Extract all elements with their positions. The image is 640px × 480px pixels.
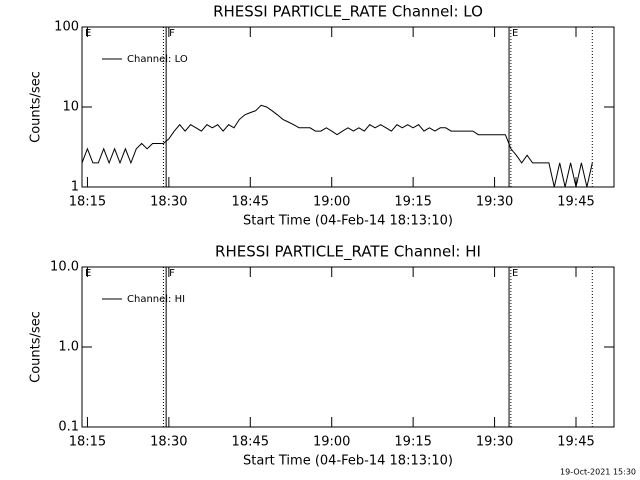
- flag-label: E: [85, 268, 91, 279]
- flag-label: E: [512, 28, 518, 39]
- legend-label: Channel: LO: [127, 54, 188, 65]
- y-tick-label: 10.0: [50, 260, 79, 275]
- x-tick-label: 18:45: [232, 435, 269, 450]
- x-tick-label: 19:00: [313, 195, 350, 210]
- x-tick-label: 19:45: [557, 435, 594, 450]
- y-axis-label: Counts/sec: [29, 311, 44, 383]
- y-tick-label: 0.1: [58, 420, 79, 435]
- flag-label: E: [85, 28, 91, 39]
- data-line: [81, 104, 593, 188]
- y-axis-label: Counts/sec: [29, 71, 44, 143]
- x-tick-label: 18:15: [69, 435, 106, 450]
- x-tick-label: 19:15: [394, 435, 431, 450]
- x-tick-label: 18:15: [69, 195, 106, 210]
- flag-label: F: [169, 28, 175, 39]
- legend-label: Channel: HI: [127, 294, 185, 305]
- chart-title: RHESSI PARTICLE_RATE Channel: HI: [215, 243, 481, 262]
- chart-title: RHESSI PARTICLE_RATE Channel: LO: [213, 3, 483, 22]
- y-tick-label: 10: [62, 100, 79, 115]
- timestamp: 19-Oct-2021 15:30: [560, 468, 636, 477]
- y-tick-label: 1.0: [58, 340, 79, 355]
- flag-label: E: [512, 268, 518, 279]
- x-tick-label: 19:30: [476, 195, 513, 210]
- x-tick-label: 19:45: [557, 195, 594, 210]
- x-tick-label: 19:00: [313, 435, 350, 450]
- y-tick-label: 1: [71, 180, 79, 195]
- x-tick-label: 19:30: [476, 435, 513, 450]
- plot-frame: [81, 266, 615, 428]
- x-axis-label: Start Time (04-Feb-14 18:13:10): [243, 454, 453, 469]
- x-tick-label: 18:45: [232, 195, 269, 210]
- x-tick-label: 18:30: [150, 435, 187, 450]
- x-tick-label: 18:30: [150, 195, 187, 210]
- flag-label: F: [169, 268, 175, 279]
- x-tick-label: 19:15: [394, 195, 431, 210]
- x-axis-label: Start Time (04-Feb-14 18:13:10): [243, 214, 453, 229]
- y-tick-label: 100: [54, 20, 79, 35]
